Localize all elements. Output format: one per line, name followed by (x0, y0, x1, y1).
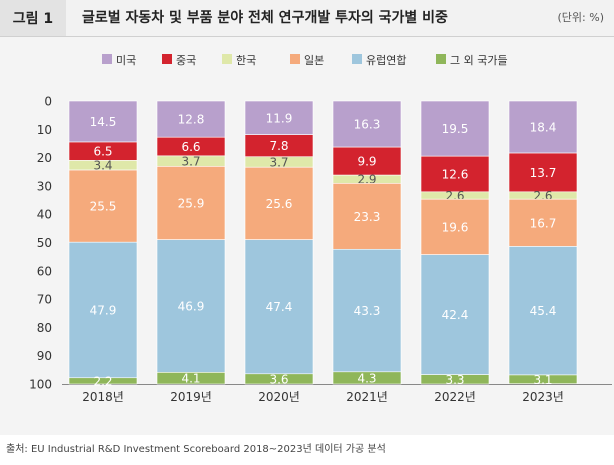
y-tick-label-7: 70 (37, 293, 52, 307)
legend-swatch-0 (102, 54, 112, 64)
data-label-5-1: 13.7 (530, 166, 557, 180)
data-label-2-3: 25.6 (266, 197, 293, 211)
y-tick-label-3: 30 (37, 179, 52, 193)
chart-panel: 미국 중국 한국 일본 유럽연합 그 외 국가들 0 10 20 30 40 50 60 70 80 90 10… (0, 37, 614, 435)
data-label-3-3: 23.3 (354, 210, 381, 224)
legend-label-3: 일본 (304, 53, 324, 67)
bar-segment-4-3 (420, 198, 490, 255)
bar-segment-3-4 (332, 248, 402, 373)
y-tick-label-0: 0 (44, 95, 52, 109)
data-label-1-0: 12.8 (178, 113, 205, 127)
bar-segment-2-5 (244, 373, 314, 385)
bar-segment-4-5 (420, 374, 490, 385)
data-label-1-2: 3.7 (181, 155, 200, 169)
data-label-3-4: 43.3 (354, 304, 381, 318)
data-label-0-3: 25.5 (90, 200, 117, 214)
data-label-2-2: 3.7 (269, 155, 288, 169)
x-tick-label-3: 2021년 (346, 390, 388, 404)
data-label-1-4: 46.9 (178, 300, 205, 314)
bar-segment-2-3 (244, 166, 314, 240)
figure-unit: (단위: %) (557, 11, 604, 24)
data-label-0-2: 3.4 (93, 159, 112, 173)
x-tick-label-2: 2020년 (258, 390, 300, 404)
y-tick-label-6: 60 (37, 264, 52, 278)
x-tick-label-4: 2022년 (434, 390, 476, 404)
bar-segment-5-5 (508, 374, 578, 385)
bar-segment-3-5 (332, 371, 402, 385)
y-tick-label-2: 20 (37, 151, 52, 165)
data-label-0-1: 6.5 (93, 145, 112, 159)
x-tick-label-1: 2019년 (170, 390, 212, 404)
source-note: 출처: EU Industrial R&D Investment Scorebo… (6, 444, 386, 455)
bar-segment-3-3 (332, 183, 402, 250)
bar-segment-1-3 (156, 166, 226, 240)
legend-label-5: 그 외 국가들 (450, 54, 508, 67)
legend-swatch-3 (290, 54, 300, 64)
data-label-5-4: 45.4 (530, 304, 557, 318)
bar-segment-2-0 (244, 100, 314, 135)
data-label-2-4: 47.4 (266, 300, 293, 314)
legend-label-2: 한국 (236, 54, 256, 67)
x-tick-label-5: 2023년 (522, 390, 564, 404)
legend-label-1: 중국 (176, 54, 196, 67)
legend-swatch-2 (222, 54, 232, 64)
data-label-0-4: 47.9 (90, 303, 117, 317)
data-label-0-5: 2.2 (93, 374, 112, 388)
data-label-1-5: 4.1 (181, 372, 200, 386)
bar-segment-5-3 (508, 198, 578, 247)
bar-segment-5-1 (508, 152, 578, 193)
figure-title: 글로벌 자동차 및 부품 분야 전체 연구개발 투자의 국가별 비중 (82, 10, 448, 26)
data-label-2-0: 11.9 (266, 111, 293, 125)
data-label-5-3: 16.7 (530, 216, 557, 230)
data-label-4-0: 19.5 (442, 122, 469, 136)
bar-segment-0-3 (68, 169, 138, 243)
data-label-3-0: 16.3 (354, 118, 381, 132)
bar-segment-1-5 (156, 372, 226, 385)
bar-segment-4-4 (420, 254, 490, 375)
data-label-2-5: 3.6 (269, 372, 288, 386)
bar-segment-2-4 (244, 239, 314, 375)
legend-swatch-1 (162, 54, 172, 64)
y-tick-label-10: 100 (29, 378, 52, 392)
y-tick-label-5: 50 (37, 236, 52, 250)
stacked-bar-chart: 미국 중국 한국 일본 유럽연합 그 외 국가들 0 10 20 30 40 50 60 70 80 90 10… (29, 53, 612, 404)
legend-swatch-5 (436, 54, 446, 64)
data-label-3-1: 9.9 (357, 155, 376, 169)
bar-segment-0-4 (68, 241, 138, 379)
data-label-5-0: 18.4 (530, 121, 557, 135)
data-label-5-5: 3.1 (533, 373, 552, 387)
data-label-4-1: 12.6 (442, 168, 469, 182)
bar-segment-1-4 (156, 239, 226, 373)
y-tick-label-9: 90 (37, 349, 52, 363)
figure-label: 그림 1 (0, 0, 66, 36)
data-label-4-3: 19.6 (442, 220, 469, 234)
legend-label-4: 유럽연합 (366, 53, 406, 67)
y-tick-label-8: 80 (37, 321, 52, 335)
bar-segment-5-0 (508, 100, 578, 154)
bar-segment-5-4 (508, 246, 578, 376)
data-label-0-0: 14.5 (90, 115, 117, 129)
bar-segment-0-5 (68, 377, 138, 385)
data-label-1-1: 6.6 (181, 140, 200, 154)
bar-segment-4-0 (420, 100, 490, 157)
figure-header: 그림 1 글로벌 자동차 및 부품 분야 전체 연구개발 투자의 국가별 비중 … (0, 0, 614, 37)
data-label-4-5: 3.3 (445, 373, 464, 387)
y-tick-label-1: 10 (37, 123, 52, 137)
data-label-3-5: 4.3 (357, 371, 376, 385)
bar-segment-4-1 (420, 155, 490, 193)
data-label-4-4: 42.4 (442, 308, 469, 322)
data-label-1-3: 25.9 (178, 197, 205, 211)
x-tick-label-0: 2018년 (82, 390, 124, 404)
legend-label-0: 미국 (116, 54, 136, 67)
y-tick-label-4: 40 (37, 208, 52, 222)
legend-swatch-4 (352, 54, 362, 64)
data-label-2-1: 7.8 (269, 139, 288, 153)
